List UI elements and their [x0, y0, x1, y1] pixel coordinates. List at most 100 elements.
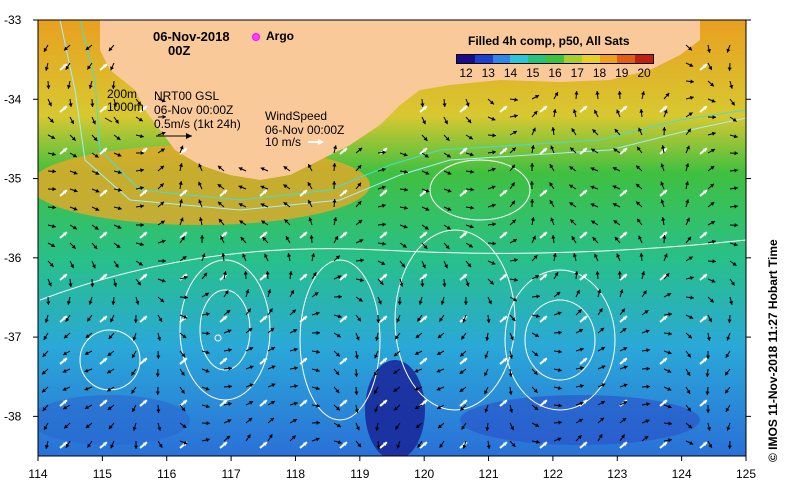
wind-arrow-head: [382, 148, 387, 152]
current-arrow-head: [641, 271, 646, 276]
current-arrow-head: [572, 253, 577, 258]
current-arrow-head: [708, 318, 712, 323]
current-arrow-head: [734, 151, 738, 156]
wind-arrow-head: [302, 232, 307, 236]
current-arrow-head: [107, 352, 112, 356]
current-arrow-head: [492, 150, 496, 155]
wind-arrow-head: [702, 400, 707, 404]
current-arrow-head: [393, 387, 398, 392]
lat-tick-label: -38: [4, 409, 22, 423]
current-arrow-head: [161, 278, 166, 283]
current-arrow-head: [486, 319, 491, 323]
current-arrow-head: [291, 435, 296, 440]
current-arrow-head: [417, 443, 422, 448]
colorbar-tick-label: 16: [548, 66, 562, 80]
current-arrow-head: [536, 294, 540, 299]
current-arrow-head: [595, 91, 600, 95]
current-arrow-head: [732, 117, 737, 122]
current-arrow-head: [533, 111, 538, 115]
current-arrow-head: [334, 235, 338, 240]
current-arrow-head: [614, 128, 619, 133]
wind-arrow-head: [302, 274, 307, 278]
current-arrow-head: [393, 369, 398, 374]
wind-arrow-head: [422, 316, 427, 320]
isobath-200m: [79, 20, 746, 201]
current-arrow-head: [446, 225, 451, 230]
wind-arrow-head: [422, 148, 427, 152]
current-arrow-head: [486, 445, 491, 449]
current-arrow-head: [459, 370, 464, 374]
current-arrow-head: [354, 409, 359, 413]
current-arrow-head: [663, 109, 668, 114]
current-arrow-head: [644, 310, 649, 314]
current-arrow-head: [131, 353, 136, 358]
current-arrow-head: [514, 277, 518, 282]
current-arrow-head: [514, 114, 518, 119]
current-arrow-head: [218, 218, 223, 223]
current-arrow-head: [268, 434, 273, 439]
current-arrow-head: [308, 217, 313, 222]
current-arrow-head: [307, 182, 312, 187]
latitude-axis: -33 -34 -35 -36 -37 -38: [4, 13, 751, 423]
imos-credit: © IMOS 11-Nov-2018 11:27 Hobart Time: [766, 239, 780, 462]
wind-arrow-head: [582, 442, 587, 446]
current-arrow-head: [572, 109, 577, 114]
current-arrow-head: [533, 370, 538, 375]
current-arrow-head: [554, 272, 559, 277]
current-arrow-head: [316, 403, 320, 408]
current-arrow-head: [65, 65, 70, 70]
current-arrow-head: [117, 224, 122, 229]
current-arrow-head: [133, 445, 139, 449]
current-arrow-head: [730, 281, 735, 286]
wind-arrow-head: [222, 358, 227, 362]
current-arrow-head: [160, 220, 165, 225]
current-arrow-head: [591, 220, 596, 225]
current-arrow-head: [558, 385, 562, 391]
colorbar-tick-label: 14: [503, 66, 518, 80]
current-arrow-head: [226, 310, 231, 314]
current-arrow-head: [511, 219, 516, 224]
wind-arrow-head: [662, 316, 667, 320]
current-arrow-head: [402, 243, 407, 248]
current-arrow-head: [205, 437, 210, 442]
current-arrow-head: [646, 366, 650, 371]
current-arrow-head: [484, 372, 488, 377]
wind-arrow-head: [422, 190, 427, 194]
wind-arrow-head: [542, 148, 547, 152]
current-arrow-head: [43, 425, 48, 430]
current-arrow-head: [485, 337, 490, 341]
current-arrow-head: [179, 145, 184, 150]
current-arrow-head: [686, 145, 690, 150]
current-arrow-head: [394, 406, 398, 411]
current-arrow-head: [72, 153, 77, 158]
current-arrow-head: [592, 129, 597, 134]
wind-arrow-head: [62, 358, 67, 362]
current-arrow-head: [264, 253, 268, 258]
current-arrow-head: [470, 205, 474, 210]
current-arrow-head: [661, 145, 666, 149]
isobath-label-1000m: 1000m: [107, 100, 144, 114]
current-arrow-head: [733, 242, 738, 247]
current-arrow-head: [641, 91, 646, 96]
current-arrow-head: [228, 402, 232, 407]
current-arrow-head: [354, 391, 359, 395]
current-arrow-head: [731, 101, 735, 106]
current-arrow-head: [206, 331, 210, 336]
current-arrow-head: [183, 275, 188, 280]
current-arrow-head: [414, 351, 419, 355]
current-arrow-head: [42, 388, 46, 393]
wind-arrow-head: [422, 358, 427, 362]
current-arrow-head: [622, 328, 627, 332]
wind-arrow-head: [702, 106, 707, 110]
sst-cool-patch-west: [38, 395, 190, 445]
current-arrow-head: [217, 184, 222, 188]
current-arrow-head: [358, 297, 363, 302]
current-arrow-head: [437, 405, 442, 410]
wind-arrow-head: [62, 190, 67, 194]
current-arrow-head: [49, 118, 54, 123]
current-arrow-head: [51, 135, 56, 139]
current-arrow-head: [726, 336, 731, 341]
wind-arrow-head: [582, 148, 587, 152]
current-arrow-head: [623, 365, 628, 370]
current-arrow-head: [445, 244, 450, 249]
